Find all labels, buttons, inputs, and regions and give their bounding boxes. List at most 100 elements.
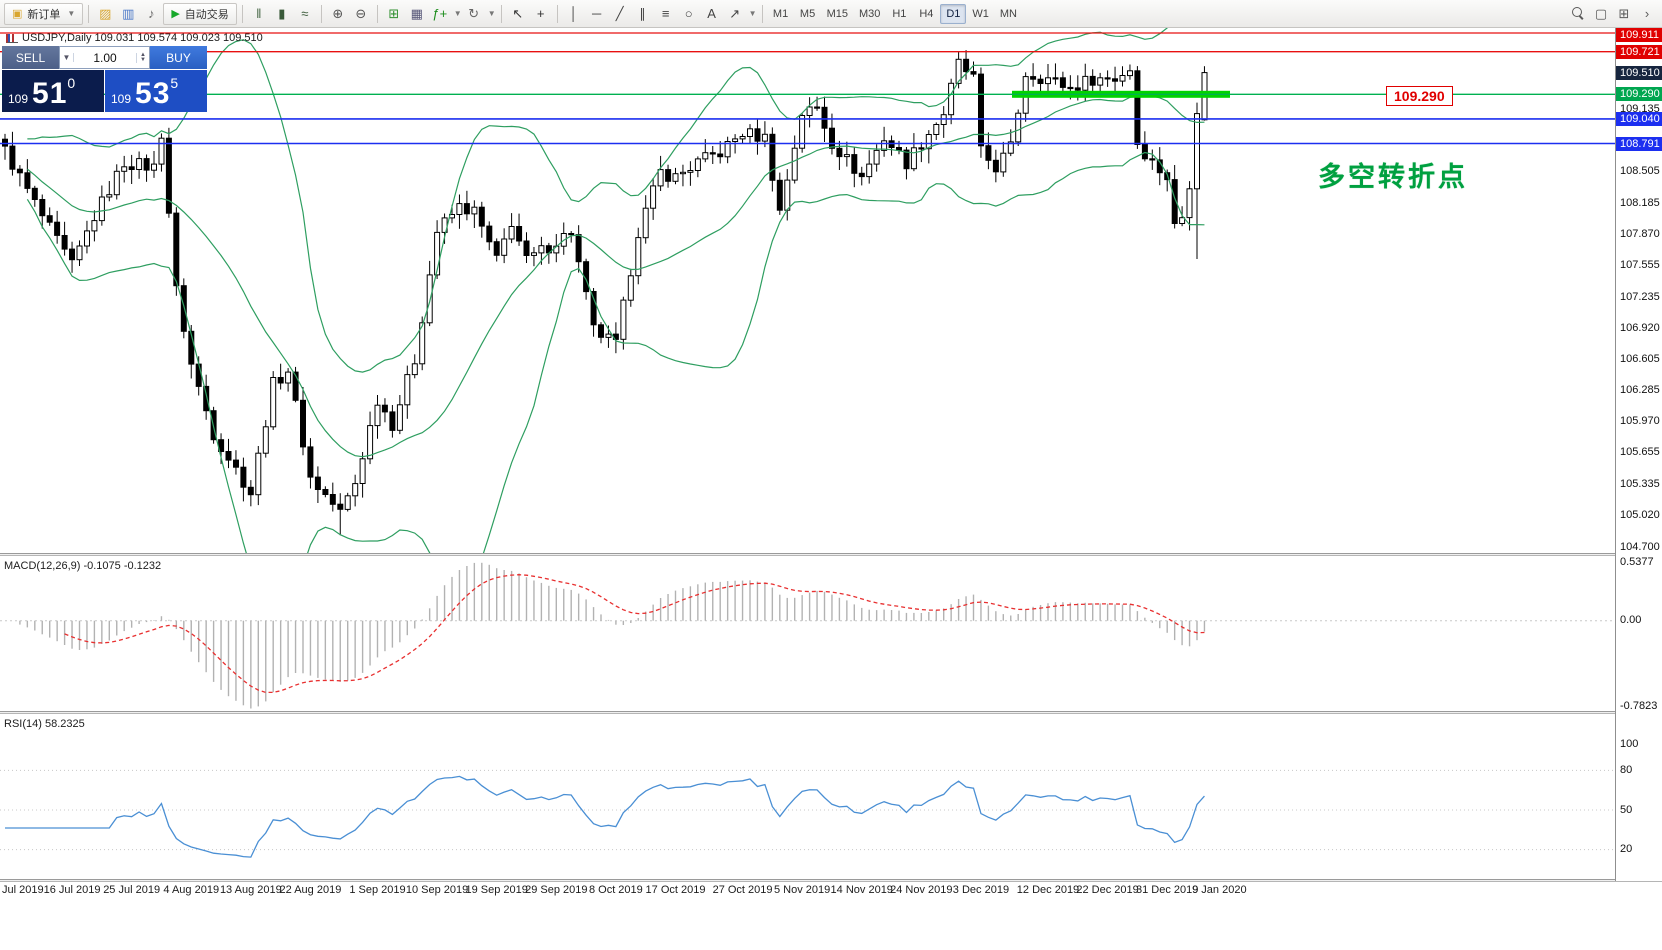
- price-scale-tick: 107.555: [1620, 258, 1660, 271]
- price-scale-tick: 106.920: [1620, 321, 1660, 334]
- candlestick-chart-icon[interactable]: ▮: [278, 5, 286, 21]
- price-scale-tick: 106.605: [1620, 352, 1660, 365]
- indicators-icon[interactable]: ƒ+: [432, 6, 448, 21]
- date-label: 5 Nov 2019: [774, 884, 831, 896]
- rsi-scale-label: 50: [1620, 803, 1633, 816]
- price-scale-tick: 105.970: [1620, 415, 1660, 428]
- toolbar-separator: [761, 4, 763, 23]
- volume-field[interactable]: ▼ 1.00 ▲ ▼: [59, 46, 150, 69]
- cascade-windows-icon[interactable]: ▦: [410, 5, 423, 21]
- timeframe-w1[interactable]: W1: [972, 7, 989, 20]
- turning-point-annotation: 多空转折点: [1318, 162, 1468, 192]
- price-scale-tick: 107.870: [1620, 227, 1660, 240]
- text-icon[interactable]: A: [707, 6, 716, 21]
- timeframe-toolbar: M1 M5 M15 M30 H1 H4 D1 W1 MN: [768, 3, 1022, 24]
- date-label: 31 Dec 2019: [1135, 884, 1199, 896]
- spin-up-icon[interactable]: ▲: [140, 51, 146, 58]
- macd-pane[interactable]: [0, 556, 1615, 711]
- pane-splitter-macd[interactable]: [0, 553, 1662, 556]
- autotrading-button[interactable]: ▶ 自动交易: [163, 2, 237, 25]
- macd-chart[interactable]: [0, 556, 1615, 711]
- horizontal-line-icon[interactable]: ─: [592, 6, 602, 21]
- line-chart-icon[interactable]: ≈: [301, 6, 309, 21]
- rsi-scale-label: 20: [1620, 843, 1633, 856]
- fibonacci-icon[interactable]: ≡: [661, 6, 670, 21]
- date-label: 12 Dec 2019: [1016, 884, 1080, 896]
- cursor-icon[interactable]: ↖: [512, 5, 524, 21]
- macd-scale-label: 0.5377: [1620, 555, 1654, 568]
- dropdown-caret-icon[interactable]: ▼: [453, 9, 462, 18]
- dropdown-caret-icon[interactable]: ▼: [487, 9, 496, 18]
- candlestick-chart[interactable]: [0, 28, 1615, 553]
- sell-price-pips: 51: [32, 77, 68, 110]
- buy-price-button[interactable]: 109 53 5: [105, 70, 207, 112]
- sound-icon[interactable]: ♪: [148, 6, 155, 21]
- volume-dropdown-icon[interactable]: ▼: [60, 53, 74, 62]
- dropdown-caret-icon[interactable]: ▼: [748, 9, 757, 18]
- search-icon[interactable]: [1567, 3, 1589, 25]
- dropdown-caret-icon[interactable]: ▼: [67, 9, 76, 18]
- trendline-icon[interactable]: ╱: [615, 5, 624, 21]
- channel-icon[interactable]: ∥: [639, 5, 646, 21]
- macd-indicator-label: MACD(12,26,9) -0.1075 -0.1232: [4, 560, 162, 572]
- new-window-icon[interactable]: ▢: [1594, 5, 1608, 21]
- bar-chart-icon[interactable]: ‖: [256, 6, 262, 21]
- date-label: 29 Sep 2019: [525, 884, 588, 896]
- horizontal-line-price-label[interactable]: 109.290: [1386, 86, 1453, 106]
- main-chart-pane[interactable]: [0, 28, 1615, 553]
- new-order-button-glyph: ▣: [12, 8, 23, 20]
- zoom-out-icon[interactable]: ⊖: [355, 5, 367, 21]
- crosshair-icon[interactable]: +: [536, 6, 545, 21]
- buy-price-pips: 53: [135, 77, 171, 110]
- rsi-chart[interactable]: [0, 714, 1615, 879]
- overflow-icon[interactable]: ›: [1644, 6, 1650, 21]
- timeframe-m15[interactable]: M15: [826, 7, 848, 20]
- timeframe-m5[interactable]: M5: [799, 7, 816, 20]
- period-icon[interactable]: ↻: [468, 5, 480, 21]
- vertical-line-icon[interactable]: │: [569, 6, 578, 21]
- sell-button[interactable]: SELL: [2, 46, 59, 69]
- pane-splitter-bottom[interactable]: [0, 879, 1662, 882]
- date-label: 16 Jul 2019: [43, 884, 101, 896]
- date-label: 27 Oct 2019: [712, 884, 773, 896]
- toolbar-separator: [241, 4, 243, 23]
- one-click-trading-panel: SELL ▼ 1.00 ▲ ▼ BUY 109 51 0 109 53 5: [2, 46, 207, 112]
- chart-symbol-icon: [6, 34, 18, 43]
- price-scale-tick: 105.020: [1620, 508, 1660, 521]
- new-order-button[interactable]: ▣ 新订单 ▼: [4, 2, 84, 25]
- rsi-pane[interactable]: [0, 714, 1615, 879]
- date-label: 14 Nov 2019: [830, 884, 893, 896]
- price-scale-tick: 106.285: [1620, 384, 1660, 397]
- folder-icon[interactable]: ▨: [99, 5, 112, 21]
- timeframe-m1[interactable]: M1: [772, 7, 789, 20]
- volume-value[interactable]: 1.00: [93, 50, 117, 65]
- new-order-button-label: 新订单: [27, 8, 61, 21]
- shapes-icon[interactable]: ○: [684, 6, 693, 21]
- timeframe-h4[interactable]: H4: [919, 7, 934, 20]
- toolbar-separator: [500, 4, 502, 23]
- date-label: 13 Aug 2019: [219, 884, 282, 896]
- pane-splitter-rsi[interactable]: [0, 711, 1662, 714]
- date-label: 9 Jan 2020: [1192, 884, 1247, 896]
- volume-spinner[interactable]: ▲ ▼: [136, 51, 149, 63]
- buy-button[interactable]: BUY: [150, 46, 207, 69]
- toolbar-separator: [320, 4, 322, 23]
- arrow-object-icon[interactable]: ↗: [729, 5, 741, 21]
- spin-down-icon[interactable]: ▼: [140, 56, 146, 63]
- macd-scale-label: 0.00: [1620, 614, 1642, 627]
- timeframe-m30[interactable]: M30: [858, 7, 881, 20]
- timeframe-d1[interactable]: D1: [940, 3, 967, 24]
- timeframe-h1[interactable]: H1: [892, 7, 907, 20]
- sell-price-button[interactable]: 109 51 0: [2, 70, 104, 112]
- timeframe-mn[interactable]: MN: [999, 7, 1017, 20]
- price-scale-badge: 109.040: [1616, 111, 1662, 126]
- date-label: Jul 2019: [2, 884, 44, 896]
- layout-icon[interactable]: ⊞: [1618, 5, 1630, 21]
- price-scale-badge: 109.290: [1616, 87, 1662, 102]
- tile-windows-icon[interactable]: ⊞: [388, 5, 400, 21]
- price-scale-tick: 107.235: [1620, 290, 1660, 303]
- zoom-in-icon[interactable]: ⊕: [332, 5, 344, 21]
- time-scale[interactable]: Jul 2019 16 Jul 2019 25 Jul 2019 4 Aug 2019…: [0, 881, 1662, 900]
- profiles-icon[interactable]: ▥: [122, 5, 135, 21]
- price-scale[interactable]: 109.135 108.505 108.185 107.870 107.555 107.2…: [1615, 28, 1662, 881]
